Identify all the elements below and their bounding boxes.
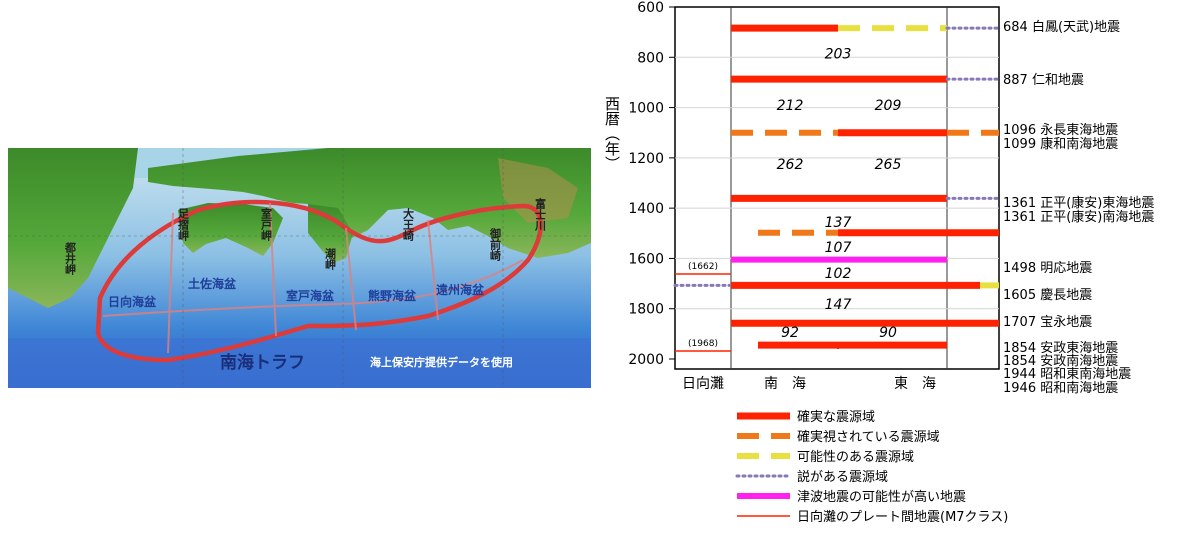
cape-label-toi: 都井岬 (64, 241, 78, 276)
nankai-rupture-outline (95, 199, 543, 363)
legend-label: 可能性のある震源域 (797, 450, 914, 465)
column-labels: 日向灘 南 海 東 海 (682, 376, 936, 392)
event-label: 1096 永長東海地震 (1003, 122, 1118, 138)
column-label: 東 海 (894, 376, 936, 392)
basin-label-hyuga: 日向海盆 (108, 294, 157, 309)
graticule (8, 148, 591, 388)
legend: 確実な震源域確実視されている震源域可能性のある震源域説がある震源域津波地震の可能… (735, 409, 1008, 525)
interval-label: 265 (875, 157, 902, 173)
y-tick-label: 1800 (628, 302, 664, 318)
legend-label: 津波地震の可能性が高い地震 (797, 489, 966, 505)
basin-label-muroto: 室戸海盆 (286, 288, 335, 303)
cape-label-ashizuri: 足摺岬 (177, 208, 190, 242)
y-tick-label: 2000 (628, 352, 664, 368)
y-tick-label: 1000 (628, 101, 664, 117)
interval-label: 262 (777, 157, 804, 173)
y-tick-label: 1600 (628, 251, 664, 267)
event-label: 1099 康和南海地震 (1003, 136, 1118, 152)
basin-label-tosa: 土佐海盆 (188, 276, 237, 291)
event-label: 1498 明応地震 (1003, 261, 1092, 276)
map-graphic: 日向海盆 土佐海盆 室戸海盆 熊野海盆 遠州海盆 都井岬 足摺岬 室戸岬 潮岬 … (8, 148, 591, 388)
y-axis-label: 西暦（年） (603, 96, 621, 171)
event-label: 1361 正平(康安)南海地震 (1003, 209, 1154, 225)
cape-label-daio: 大王崎 (402, 207, 415, 242)
basin-label-enshu: 遠州海盆 (436, 282, 485, 297)
event-label: 1361 正平(康安)東海地震 (1003, 195, 1154, 211)
column-label: 南 海 (764, 376, 806, 392)
land-kii (308, 204, 353, 263)
event-label: 887 仁和地震 (1003, 73, 1084, 88)
land-shikoku (178, 203, 283, 256)
interval-label: 102 (825, 266, 852, 282)
land-kyushu (8, 148, 138, 308)
interval-label: 92 (781, 325, 799, 341)
event-label: 1854 安政東海地震 (1003, 340, 1118, 356)
event-label: 1605 慶長地震 (1003, 288, 1092, 303)
cape-label-muroto: 室戸岬 (260, 207, 273, 242)
interval-label: 90 (879, 325, 897, 341)
land-honshu (148, 148, 591, 258)
legend-label: 日向灘のプレート間地震(M7クラス) (797, 509, 1008, 525)
basin-label-kumano: 熊野海盆 (368, 288, 417, 303)
event-label: 1944 昭和東南海地震 (1003, 366, 1131, 382)
trough-label: 南海トラフ (220, 352, 305, 373)
map-credit: 海上保安庁提供データを使用 (370, 355, 513, 369)
hyuga-year-label: (1662) (688, 262, 718, 272)
legend-label: 説がある震源域 (797, 469, 888, 485)
basin-labels: 日向海盆 土佐海盆 室戸海盆 熊野海盆 遠州海盆 (108, 276, 485, 309)
event-label: 1854 安政南海地震 (1003, 353, 1118, 369)
event-label: 1707 宝永地震 (1003, 315, 1092, 330)
interval-labels: 203 212 209 262 265 137 107 102 147 92 90 (1662) (19… (688, 47, 901, 349)
cape-label-omaezaki: 御前崎 (489, 227, 503, 262)
segment-dividers (102, 202, 524, 354)
hyuga-year-label: (1968) (688, 339, 718, 349)
rupture-segments (673, 24, 1001, 352)
interval-label: 137 (825, 215, 852, 231)
y-tick-label: 1200 (628, 151, 664, 167)
event-label: 684 白鳳(天武)地震 (1003, 19, 1120, 35)
interval-label: 147 (825, 297, 852, 313)
interval-label: 107 (825, 240, 852, 256)
interval-label: 209 (875, 98, 902, 114)
cape-labels: 都井岬 足摺岬 室戸岬 潮岬 大王崎 御前崎 富士川 (64, 197, 548, 276)
interval-label: 203 (825, 47, 852, 63)
column-label: 日向灘 (682, 376, 724, 392)
interval-label: 212 (777, 98, 804, 114)
river-label-fuji: 富士川 (534, 197, 548, 231)
y-tick-label: 800 (637, 50, 664, 66)
legend-label: 確実視されている震源域 (797, 429, 940, 445)
y-tick-label: 600 (637, 0, 664, 16)
nankai-trough-map: 日向海盆 土佐海盆 室戸海盆 熊野海盆 遠州海盆 都井岬 足摺岬 室戸岬 潮岬 … (8, 148, 591, 388)
event-label: 1946 昭和南海地震 (1003, 380, 1118, 396)
legend-label: 確実な震源域 (797, 409, 875, 425)
y-tick-label: 1400 (628, 201, 664, 217)
y-axis-ticks: 600 800 1000 1200 1400 1600 1800 2000 (628, 0, 675, 368)
cape-label-shiono: 潮岬 (324, 247, 337, 271)
